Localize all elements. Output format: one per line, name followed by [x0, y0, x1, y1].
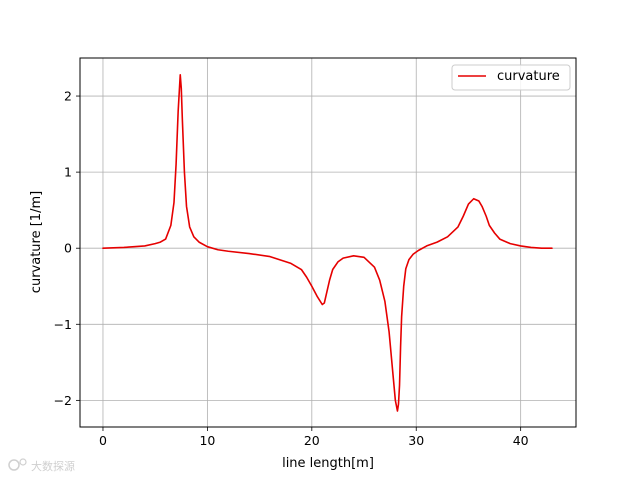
x-tick-label: 40	[513, 433, 529, 448]
x-tick-label: 0	[99, 433, 107, 448]
x-tick-label: 10	[199, 433, 215, 448]
watermark-text: 大数探源	[31, 459, 75, 473]
legend-label: curvature	[497, 69, 560, 84]
watermark-logo-icon	[8, 458, 27, 471]
y-tick-label: 1	[64, 165, 72, 180]
y-axis-label: curvature [1/m]	[29, 191, 44, 293]
x-tick-label: 30	[408, 433, 424, 448]
y-tick-label: −1	[54, 317, 72, 332]
x-tick-label: 20	[304, 433, 320, 448]
y-tick-label: 0	[64, 241, 72, 256]
x-axis-label: line length[m]	[282, 456, 374, 471]
series-group	[102, 73, 553, 412]
series-line-curvature	[102, 73, 553, 412]
y-tick-label: −2	[54, 393, 72, 408]
legend: curvature	[451, 64, 571, 91]
grid	[80, 58, 576, 427]
plot-frame	[79, 57, 577, 428]
y-tick-label: 2	[64, 89, 72, 104]
legend-box	[451, 64, 571, 91]
watermark: 大数探源	[8, 458, 75, 473]
